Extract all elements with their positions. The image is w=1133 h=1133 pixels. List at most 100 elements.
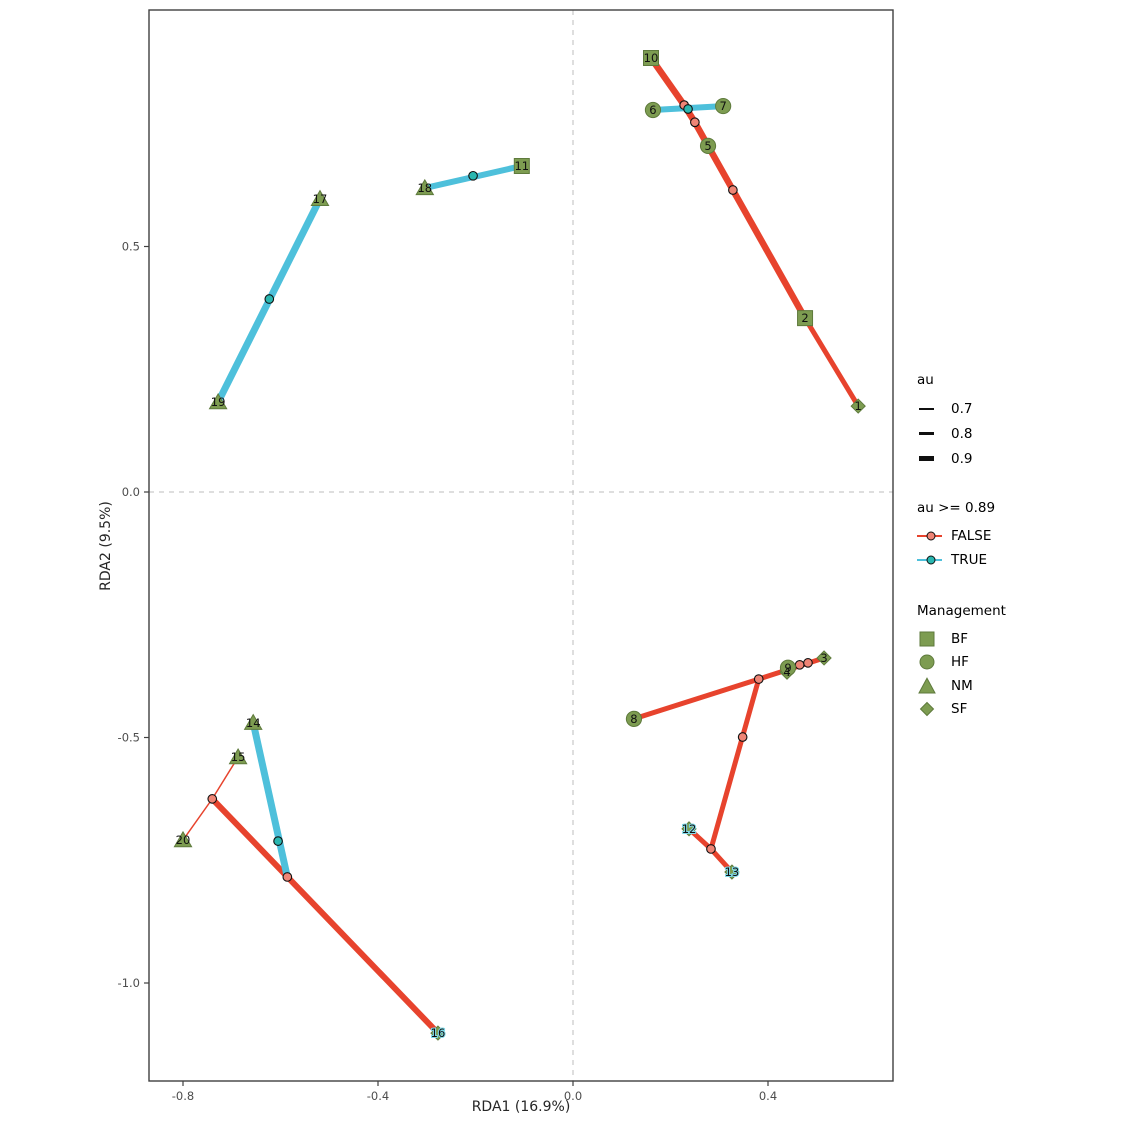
- cluster-node: [706, 844, 716, 854]
- cluster-node: [273, 836, 283, 846]
- au-linewidth-swatch: [919, 456, 934, 461]
- point-label-7: 7: [719, 99, 726, 113]
- point-marker-14: [243, 713, 263, 730]
- legend-threshold-item-TRUE: TRUE: [917, 548, 1117, 572]
- cluster-segment: [633, 676, 760, 722]
- cluster-node: [468, 170, 478, 181]
- point-label-18: 18: [417, 181, 432, 195]
- x-tick-label: 0.0: [564, 1089, 582, 1103]
- legend-au-title: au: [917, 372, 934, 388]
- point-label-5: 5: [704, 139, 711, 153]
- legend-management-item-label: BF: [951, 630, 969, 647]
- cluster-node: [683, 104, 693, 114]
- point-marker-20: [173, 830, 193, 848]
- legend-management-title: Management: [917, 603, 1006, 619]
- legend-threshold-item-label: TRUE: [951, 552, 988, 568]
- legend-au-items: 0.7 0.8 0.9: [917, 396, 1117, 471]
- cluster-node: [794, 659, 805, 670]
- point-label-17: 17: [313, 192, 328, 206]
- point-label-2: 2: [801, 311, 808, 325]
- point-marker-6: [644, 101, 662, 119]
- point-marker-15: [228, 747, 248, 765]
- diamond-icon: [919, 702, 935, 717]
- square-icon: [919, 631, 935, 647]
- point-marker-17: [310, 189, 330, 206]
- cluster-segment: [705, 144, 736, 192]
- point-label-1: 1: [855, 399, 862, 413]
- point-marker-18: [415, 178, 435, 196]
- cluster-segment: [210, 796, 441, 1036]
- legend-au-threshold: au >= 0.89 FALSE TRUE: [917, 500, 1117, 572]
- point-marker-9: [779, 659, 797, 676]
- legend-threshold-item-FALSE: FALSE: [917, 524, 1117, 548]
- point-label-3: 3: [820, 651, 827, 665]
- y-tick-label: 0.0: [122, 485, 140, 499]
- cluster-node: [282, 872, 293, 882]
- point-marker-1: [850, 398, 866, 414]
- point-label-13: 13: [725, 865, 740, 879]
- cluster-segment: [249, 722, 291, 878]
- legend-au-item-0.7: 0.7: [917, 396, 1117, 421]
- y-tick-label: -0.5: [118, 731, 140, 745]
- point-label-11: 11: [514, 159, 529, 173]
- point-label-14: 14: [246, 716, 261, 730]
- legend-threshold-item-label: FALSE: [951, 528, 992, 544]
- cluster-node: [803, 658, 813, 668]
- point-marker-7: [715, 97, 732, 115]
- au-linewidth-swatch: [919, 407, 934, 410]
- legend-au-item-label: 0.8: [951, 425, 973, 442]
- legend-au: au 0.7 0.8 0.9: [917, 372, 1117, 471]
- circle-icon: [919, 654, 935, 670]
- point-marker-8: [625, 710, 643, 727]
- y-tick-label: 0.5: [122, 240, 140, 254]
- point-label-20: 20: [176, 833, 191, 847]
- point-label-16: 16: [431, 1026, 446, 1040]
- x-tick-label: -0.4: [367, 1089, 389, 1103]
- point-label-15: 15: [231, 750, 246, 764]
- legend-management-item-label: HF: [951, 654, 969, 671]
- legend-au-threshold-title: au >= 0.89: [917, 500, 996, 516]
- point-marker-5: [699, 137, 717, 154]
- legend-management-item-label: NM: [951, 677, 973, 694]
- legend-management-item-label: SF: [951, 701, 968, 718]
- au-linewidth-swatch: [919, 431, 934, 436]
- cluster-segment: [802, 316, 861, 408]
- true-key-swatch: [917, 552, 944, 569]
- point-marker-16: [430, 1025, 446, 1041]
- legend-management-item-HF: HF: [917, 651, 1117, 675]
- legend-management-item-BF: BF: [917, 627, 1117, 651]
- cluster-segment: [730, 188, 808, 320]
- point-marker-11: [513, 157, 530, 174]
- cluster-node: [737, 732, 748, 742]
- x-tick-label: -0.8: [172, 1089, 194, 1103]
- x-axis-title: RDA1 (16.9%): [471, 1099, 571, 1115]
- point-marker-12: [681, 821, 697, 837]
- point-label-10: 10: [644, 51, 659, 65]
- legend-au-threshold-items: FALSE TRUE: [917, 524, 1117, 572]
- legend-management-item-NM: NM: [917, 674, 1117, 698]
- y-axis-title: RDA2 (9.5%): [98, 501, 114, 591]
- legend-au-item-0.8: 0.8: [917, 421, 1117, 446]
- point-marker-13: [724, 864, 740, 880]
- point-label-19: 19: [211, 395, 226, 409]
- cluster-node: [728, 185, 738, 195]
- point-label-12: 12: [682, 822, 697, 836]
- cluster-node: [690, 117, 700, 128]
- legend-au-item-0.9: 0.9: [917, 446, 1117, 471]
- legend-management-item-SF: SF: [917, 698, 1117, 722]
- point-marker-3: [816, 650, 832, 666]
- legend-management-items: BF HF NM SF: [917, 627, 1117, 721]
- legend-au-item-label: 0.9: [951, 450, 973, 467]
- triangle-icon: [918, 676, 936, 694]
- x-tick-label: 0.4: [759, 1089, 777, 1103]
- point-marker-19: [208, 392, 228, 410]
- point-label-8: 8: [630, 712, 637, 726]
- legend-management: Management BF HF NM SF: [917, 603, 1117, 721]
- panel-border: [148, 9, 894, 1082]
- point-marker-2: [797, 310, 814, 327]
- point-marker-10: [643, 49, 659, 66]
- legend-au-item-label: 0.7: [951, 400, 973, 417]
- point-label-6: 6: [649, 103, 656, 117]
